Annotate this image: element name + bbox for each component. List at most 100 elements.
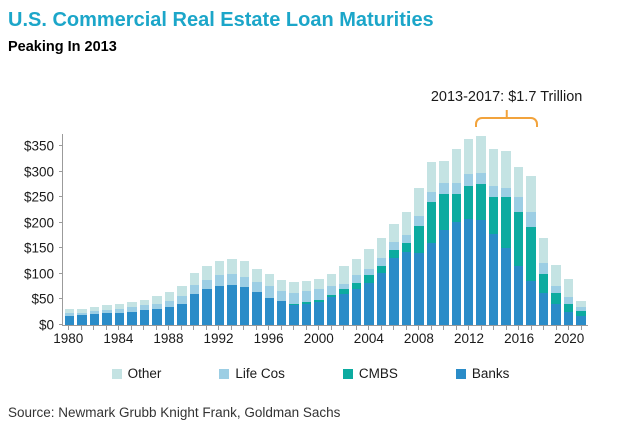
bar-segment-banks xyxy=(127,311,137,325)
bar-segment-life-cos xyxy=(376,258,387,267)
bar-segment-life-cos xyxy=(202,279,212,290)
x-tick-mark xyxy=(68,326,70,330)
bar-segment-cmbs xyxy=(576,310,586,316)
bar-2005 xyxy=(376,134,387,325)
x-tick-label: 2012 xyxy=(453,331,485,346)
x-tick-label: 1992 xyxy=(203,331,234,346)
bar-1987 xyxy=(152,134,162,325)
bar-segment-banks xyxy=(563,311,574,325)
legend-swatch xyxy=(455,368,466,379)
x-tick-mark xyxy=(293,326,295,330)
x-tick-mark xyxy=(405,326,407,330)
x-tick-mark xyxy=(418,326,420,330)
x-tick-cell xyxy=(114,326,124,330)
bar-segment-other xyxy=(152,296,162,304)
bar-2014 xyxy=(488,134,499,325)
bar-2018 xyxy=(538,134,549,325)
bar-segment-banks xyxy=(513,266,524,325)
bar-2021 xyxy=(576,134,586,325)
bar-segment-other xyxy=(376,237,387,259)
bar-segment-life-cos xyxy=(289,292,299,305)
bar-segment-other xyxy=(501,151,511,188)
x-tick-cell xyxy=(389,326,399,330)
x-tick-mark xyxy=(218,326,220,330)
x-tick-cell xyxy=(377,326,387,330)
bar-segment-life-cos xyxy=(139,305,150,311)
x-tick-cell xyxy=(514,326,524,330)
y-tick-mark xyxy=(59,324,63,325)
legend-swatch xyxy=(219,368,230,379)
bar-segment-life-cos xyxy=(127,307,137,312)
x-tick-mark xyxy=(180,326,182,330)
bar-segment-cmbs xyxy=(414,226,424,253)
x-tick-mark xyxy=(555,326,557,330)
bar-segment-cmbs xyxy=(551,292,561,305)
x-tick-cell xyxy=(502,326,512,330)
bar-segment-other xyxy=(513,166,524,198)
bar-segment-life-cos xyxy=(538,263,549,275)
x-tick-cell xyxy=(564,326,574,330)
bar-1993 xyxy=(227,134,237,325)
x-tick-mark xyxy=(130,326,132,330)
bar-segment-banks xyxy=(314,301,324,325)
chart: 2013-2017: $1.7 Trillion $0 $50 $100 $150 $2… xyxy=(24,89,588,348)
bar-segment-banks xyxy=(114,312,125,325)
x-tick-cell xyxy=(227,326,237,330)
x-tick-cell xyxy=(214,326,224,330)
bar-segment-other xyxy=(189,272,200,286)
bar-segment-life-cos xyxy=(314,288,324,300)
x-tick-mark xyxy=(305,326,307,330)
y-tick-label: $150 xyxy=(23,240,54,256)
bar-1991 xyxy=(202,134,212,325)
bar-1990 xyxy=(189,134,200,325)
x-tick-mark xyxy=(505,326,507,330)
bar-segment-cmbs xyxy=(351,283,362,290)
x-tick-mark xyxy=(168,326,170,330)
legend-item-other: Other xyxy=(111,366,161,381)
bar-segment-other xyxy=(351,258,362,276)
bar-2006 xyxy=(389,134,399,325)
bar-1984 xyxy=(114,134,125,325)
bar-segment-other xyxy=(576,301,586,308)
bar-segment-other xyxy=(77,308,87,313)
bar-segment-other xyxy=(414,188,424,217)
bar-segment-cmbs xyxy=(476,183,486,220)
bar-2009 xyxy=(426,134,437,325)
x-tick-mark xyxy=(443,326,445,330)
bar-segment-life-cos xyxy=(252,281,262,292)
bar-1983 xyxy=(102,134,112,325)
bar-segment-other xyxy=(401,211,412,236)
bar-segment-other xyxy=(551,264,561,287)
bar-segment-cmbs xyxy=(389,249,399,259)
x-tick-cell xyxy=(402,326,412,330)
bar-segment-life-cos xyxy=(576,307,586,311)
bar-2003 xyxy=(351,134,362,325)
bar-segment-life-cos xyxy=(89,311,100,315)
bar-segment-banks xyxy=(289,305,299,325)
bar-1998 xyxy=(289,134,299,325)
bar-segment-life-cos xyxy=(401,235,412,243)
bar-segment-banks xyxy=(152,309,162,325)
bar-segment-other xyxy=(339,266,349,284)
bar-1981 xyxy=(77,134,87,325)
x-tick-cell xyxy=(139,326,149,330)
x-tick-cell xyxy=(439,326,449,330)
x-tick-mark xyxy=(455,326,457,330)
y-tick-label: $0 xyxy=(38,317,54,333)
x-tick-mark xyxy=(343,326,345,330)
bar-segment-cmbs xyxy=(401,242,412,253)
bar-segment-life-cos xyxy=(177,295,187,304)
x-tick-mark xyxy=(93,326,95,330)
bar-segment-banks xyxy=(576,315,586,325)
x-tick-mark xyxy=(393,326,395,330)
bar-segment-life-cos xyxy=(301,291,312,303)
bar-segment-life-cos xyxy=(164,300,175,308)
bar-segment-other xyxy=(326,274,337,286)
x-axis-labels: 1980 1984 1988 1992 1996 2000 2004 2008 2012 2016… xyxy=(53,331,588,348)
bar-segment-other xyxy=(439,160,449,183)
bar-segment-banks xyxy=(339,294,349,325)
x-tick-cell xyxy=(577,326,587,330)
bar-segment-cmbs xyxy=(426,202,437,244)
source-note: Source: Newmark Grubb Knight Frank, Gold… xyxy=(8,405,341,420)
y-tick-mark xyxy=(59,170,63,172)
